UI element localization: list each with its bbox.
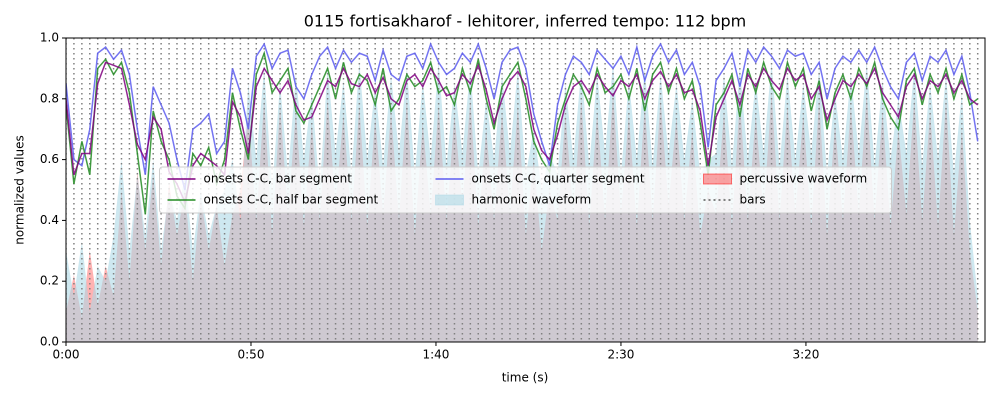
plot-frame: [65, 37, 986, 343]
x-tick-label: 2:30: [607, 348, 634, 362]
legend-label: onsets C-C, half bar segment: [204, 193, 379, 207]
legend-label: onsets C-C, bar segment: [204, 172, 353, 186]
y-tick-label: 0.6: [40, 152, 59, 166]
series-line: [66, 41, 979, 191]
y-tick-label: 0.0: [40, 335, 59, 349]
y-tick-label: 0.4: [40, 213, 59, 227]
x-tick-label: 3:20: [792, 348, 819, 362]
chart-title: 0115 fortisakharof - lehitorer, inferred…: [304, 12, 747, 31]
legend-swatch: [435, 194, 464, 206]
x-tick-label: 1:40: [422, 348, 449, 362]
y-axis-label: normalized values: [13, 135, 27, 245]
y-tick-label: 0.2: [40, 274, 59, 288]
x-tick-label: 0:50: [238, 348, 265, 362]
legend-label: bars: [740, 193, 766, 207]
x-tick-label: 0:00: [53, 348, 80, 362]
legend-label: onsets C-C, quarter segment: [472, 172, 645, 186]
legend: onsets C-C, bar segment onsets C-C, half …: [159, 166, 892, 214]
x-axis-label: time (s): [502, 371, 549, 385]
y-tick-label: 0.8: [40, 91, 59, 105]
y-tick-label: 1.0: [40, 31, 59, 45]
legend-label: harmonic waveform: [472, 193, 592, 207]
legend-label: percussive waveform: [740, 172, 868, 186]
legend-swatch: [703, 173, 732, 185]
legend-box: [159, 166, 892, 214]
